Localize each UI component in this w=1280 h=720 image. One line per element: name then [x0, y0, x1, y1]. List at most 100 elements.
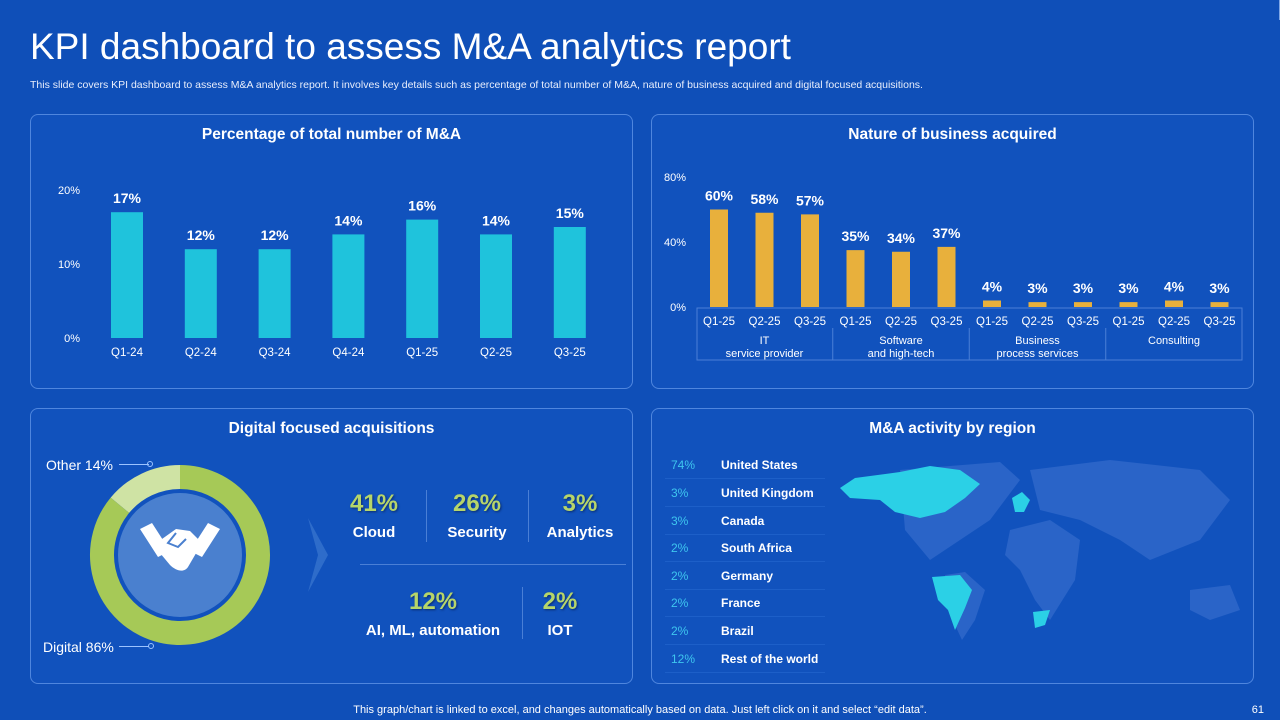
x-tick-label: Q3-24	[259, 347, 292, 359]
data-label: 12%	[261, 227, 290, 243]
x-tick-label: Q3-25	[794, 316, 826, 328]
data-label: 15%	[556, 205, 585, 221]
leader-dot	[148, 643, 154, 649]
x-tick-label: Q3-25	[1204, 316, 1236, 328]
bar	[983, 300, 1001, 307]
chevron-arrow	[308, 518, 328, 592]
region-list: 74% United States 3% United Kingdom 3% Cana…	[651, 451, 851, 681]
data-label: 14%	[482, 212, 511, 228]
page-title: KPI dashboard to assess M&A analytics re…	[30, 26, 791, 67]
region-row: 2% South Africa	[665, 534, 825, 562]
region-row: 2% France	[665, 589, 825, 617]
region-title: M&A activity by region	[869, 420, 1036, 437]
x-tick-label: Q1-25	[406, 347, 438, 359]
region-row: 12% Rest of the world	[665, 645, 825, 673]
y-tick-label: 0%	[670, 302, 686, 314]
bar	[710, 209, 728, 307]
y-tick-label: 10%	[58, 259, 80, 271]
data-label: 3%	[1118, 280, 1139, 296]
bar	[846, 250, 865, 307]
stat-analytics: 3% Analytics	[546, 490, 614, 541]
group-label: service provider	[726, 348, 804, 360]
data-label: 4%	[982, 279, 1003, 295]
bar	[1119, 302, 1138, 307]
stat-security: 26% Security	[447, 490, 507, 541]
donut-slice	[90, 465, 270, 645]
digital-label: Digital 86%	[43, 639, 114, 655]
data-label: 60%	[705, 188, 734, 204]
data-label: 3%	[1209, 280, 1230, 296]
data-label: 14%	[334, 212, 363, 228]
bar	[258, 249, 291, 338]
footer-note: This graph/chart is linked to excel, and…	[353, 704, 927, 716]
x-tick-label: Q2-25	[1022, 316, 1054, 328]
chart-title: Digital focused acquisitions	[228, 420, 435, 437]
stat-ai-ml: 12% AI, ML, automation	[365, 588, 501, 639]
group-label: Business	[1015, 335, 1060, 347]
page-number: 61	[1251, 704, 1264, 716]
canada-us-shape	[840, 466, 980, 518]
bar	[553, 227, 586, 338]
europe-uk-france-germany-shape	[1012, 492, 1030, 512]
x-tick-label: Q1-24	[111, 347, 144, 359]
stat-cloud: 41% Cloud	[349, 490, 399, 541]
bar	[1210, 302, 1229, 307]
group-label: IT	[760, 335, 770, 347]
data-label: 4%	[1164, 279, 1185, 295]
x-tick-label: Q2-25	[749, 316, 781, 328]
bar	[755, 212, 774, 307]
data-label: 57%	[796, 192, 825, 208]
asia-shape	[1030, 460, 1230, 560]
bar	[111, 212, 143, 338]
data-label: 3%	[1027, 280, 1048, 296]
page-subtitle: This slide covers KPI dashboard to asses…	[30, 79, 923, 91]
region-row: 3% Canada	[665, 507, 825, 535]
handshake-icon	[140, 523, 220, 571]
bar	[480, 234, 512, 338]
x-tick-label: Q3-25	[554, 347, 586, 359]
data-label: 17%	[113, 190, 142, 206]
data-label: 34%	[887, 230, 916, 246]
data-label: 58%	[750, 191, 779, 207]
bar	[801, 214, 819, 307]
australia-shape	[1190, 585, 1240, 620]
data-label: 35%	[841, 228, 870, 244]
stat-iot: 2% IOT	[542, 588, 578, 639]
bar	[1028, 302, 1047, 307]
x-tick-label: Q2-25	[885, 316, 917, 328]
group-label: process services	[997, 348, 1079, 360]
x-tick-label: Q1-25	[1113, 316, 1145, 328]
data-label: 16%	[408, 198, 437, 214]
brazil-shape	[932, 575, 972, 630]
region-row: 2% Brazil	[665, 617, 825, 645]
chart-title: Nature of business acquired	[848, 126, 1057, 143]
y-tick-label: 0%	[64, 333, 80, 345]
y-tick-label: 80%	[664, 172, 686, 184]
x-tick-label: Q1-25	[703, 316, 735, 328]
other-label: Other 14%	[46, 457, 113, 473]
world-map	[840, 460, 1240, 640]
x-tick-label: Q3-25	[1067, 316, 1099, 328]
bar	[406, 219, 439, 338]
donut-slice	[110, 465, 181, 514]
chart-title: Percentage of total number of M&A	[201, 126, 462, 143]
bar	[1074, 302, 1092, 307]
bar	[892, 251, 910, 307]
data-label: 3%	[1073, 280, 1094, 296]
data-label: 12%	[187, 227, 216, 243]
y-tick-label: 20%	[58, 185, 80, 197]
x-tick-label: Q2-24	[185, 347, 218, 359]
group-label: Software	[879, 335, 922, 347]
group-label: and high-tech	[868, 348, 935, 360]
x-tick-label: Q2-25	[480, 347, 512, 359]
x-tick-label: Q3-25	[931, 316, 963, 328]
y-tick-label: 40%	[664, 237, 686, 249]
data-label: 37%	[932, 225, 961, 241]
group-label: Consulting	[1148, 335, 1200, 347]
x-tick-label: Q4-24	[332, 347, 365, 359]
bar	[1165, 300, 1183, 307]
bar	[937, 246, 956, 307]
region-row: 2% Germany	[665, 562, 825, 590]
leader-dot	[147, 461, 153, 467]
